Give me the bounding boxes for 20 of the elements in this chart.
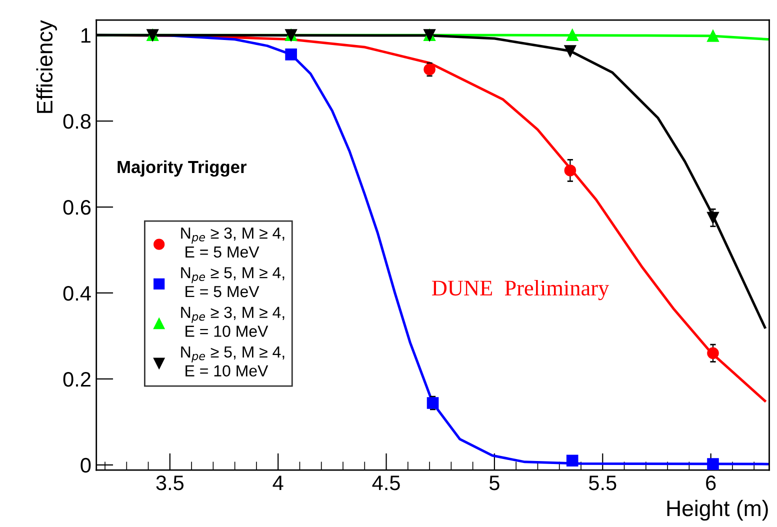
- y-tick-label: 0.6: [63, 200, 91, 215]
- annotation: DUNE Preliminary: [432, 280, 610, 300]
- y-tick-label: 0.2: [63, 372, 90, 387]
- y-tick-label: 0.4: [63, 286, 91, 301]
- x-tick-label: 6: [706, 475, 716, 490]
- x-tick-label: 5.5: [588, 476, 616, 490]
- y-tick-label: 1: [81, 28, 90, 43]
- legend-label: N$_{pe}$ ≥ 3, M ≥ 4, E = 10 MeV: [181, 306, 284, 337]
- legend-label: N$_{pe}$ ≥ 3, M ≥ 4, E = 5 MeV: [181, 227, 284, 258]
- y-tick-label: 0: [80, 458, 91, 473]
- x-tick-label: 4: [272, 476, 284, 490]
- annotation: Majority Trigger: [118, 160, 247, 177]
- y-axis-title: Efficiency: [36, 20, 57, 113]
- x-tick-label: 3.5: [156, 475, 184, 490]
- x-tick-label: 5: [489, 476, 500, 490]
- legend-label: N$_{pe}$ ≥ 5, M ≥ 4, E = 10 MeV: [181, 346, 284, 376]
- legend-label: N$_{pe}$ ≥ 5, M ≥ 4, E = 5 MeV: [181, 267, 284, 298]
- x-tick-label: 4.5: [372, 476, 400, 490]
- y-tick-label: 0.8: [63, 114, 91, 129]
- x-axis-title: Height (m): [667, 500, 768, 521]
